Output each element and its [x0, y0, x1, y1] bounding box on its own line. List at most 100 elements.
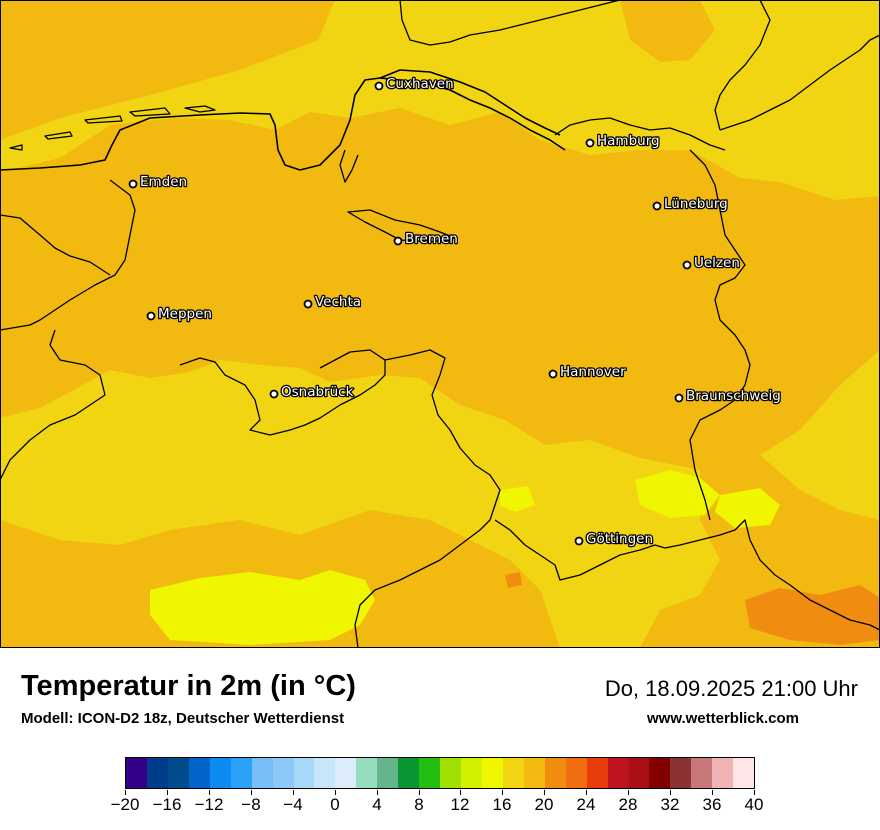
- island-wangerooge: [184, 105, 216, 113]
- colorbar-segment: [188, 758, 210, 788]
- colorbar-tick: [544, 790, 545, 795]
- border-mecklenburg: [719, 34, 880, 131]
- colorbar-tick-label: 8: [414, 795, 424, 814]
- city-lueneburg: Lüneburg: [652, 195, 729, 213]
- colorbar-tick-label: −8: [241, 795, 261, 814]
- field-zone-warm-northwest: [0, 0, 335, 140]
- border-netherlands: [0, 179, 136, 331]
- city-label: Hamburg: [597, 133, 660, 149]
- city-dot: [585, 138, 595, 148]
- city-label: Lüneburg: [664, 196, 728, 212]
- colorbar-segment: [649, 758, 671, 788]
- border-bremen-exclave: [347, 209, 456, 243]
- valid-time: Do, 18.09.2025 21:00 Uhr: [604, 676, 858, 701]
- city-dot: [548, 369, 558, 379]
- city-hamburg: Hamburg: [585, 132, 661, 150]
- city-cuxhaven: Cuxhaven: [374, 75, 455, 93]
- city-dot: [393, 236, 403, 246]
- colorbar-segment: [502, 758, 524, 788]
- field-zone-cool-south: [150, 570, 375, 645]
- city-dot: [374, 81, 384, 91]
- colorbar-segment: [398, 758, 420, 788]
- colorbar-segment: [377, 758, 399, 788]
- colorbar-tick: [251, 790, 252, 795]
- colorbar-segment: [251, 758, 273, 788]
- border-west-south: [0, 329, 106, 481]
- colorbar-tick-label: 24: [576, 795, 596, 814]
- colorbar-tick: [167, 790, 168, 795]
- colorbar-segment: [544, 758, 566, 788]
- website-link[interactable]: www.wetterblick.com: [647, 710, 799, 727]
- colorbar-segment: [230, 758, 252, 788]
- colorbar-tick-label: −4: [283, 795, 303, 814]
- colorbar-segment: [209, 758, 231, 788]
- field-zone-hot-southeast: [745, 585, 880, 645]
- city-emden: Emden: [128, 173, 188, 191]
- colorbar-segment: [146, 758, 168, 788]
- city-label: Hannover: [560, 364, 626, 380]
- temperature-field: [0, 0, 880, 648]
- colorbar-segment: [628, 758, 650, 788]
- city-dot: [269, 389, 279, 399]
- boundaries: [0, 0, 880, 648]
- map-title: Temperatur in 2m (in °C): [21, 670, 356, 702]
- map-panel: Cuxhaven Hamburg Emden Lüneburg Bremen U…: [0, 0, 880, 648]
- colorbar-segment: [607, 758, 629, 788]
- colorbar-tick-label: 40: [744, 795, 764, 814]
- island-borkum: [9, 144, 23, 151]
- model-info: Modell: ICON-D2 18z, Deutscher Wetterdie…: [21, 710, 345, 727]
- field-zone-cool-spot-3: [500, 486, 535, 512]
- field-zone-warm-northeast: [620, 0, 715, 62]
- border-western-inner: [0, 214, 111, 276]
- temperature-colorbar: [125, 757, 755, 789]
- city-dot: [674, 393, 684, 403]
- city-hannover: Hannover: [548, 363, 627, 381]
- colorbar-tick-label: 16: [492, 795, 512, 814]
- city-braunschweig: Braunschweig: [674, 387, 782, 405]
- colorbar-tick-label: 4: [372, 795, 382, 814]
- temperature-map: Cuxhaven Hamburg Emden Lüneburg Bremen U…: [0, 0, 880, 648]
- colorbar-tick-label: 12: [450, 795, 470, 814]
- island-norderney: [84, 115, 123, 124]
- border-hesse-thuringia: [494, 519, 880, 631]
- jadebusen-inlet: [339, 149, 359, 183]
- colorbar-segment: [293, 758, 315, 788]
- colorbar-tick: [460, 790, 461, 795]
- colorbar-tick-label: 36: [702, 795, 722, 814]
- colorbar-tick-label: 28: [618, 795, 638, 814]
- city-meppen: Meppen: [146, 305, 213, 323]
- city-label: Osnabrück: [281, 384, 354, 400]
- colorbar-tick: [670, 790, 671, 795]
- city-osnabrueck: Osnabrück: [269, 383, 355, 401]
- colorbar-segment: [419, 758, 441, 788]
- colorbar-tick: [712, 790, 713, 795]
- coastline-north-sea: [0, 77, 566, 171]
- colorbar-ticks: −20 −16 −12 −8 −4 0 4 8 12 16 20 24 28 32 36 40: [111, 790, 763, 830]
- colorbar-tick-label: 0: [330, 795, 340, 814]
- coastline-elbe-north: [379, 69, 561, 136]
- colorbar-tick: [335, 790, 336, 795]
- colorbar-segment: [126, 758, 147, 788]
- city-dot: [574, 536, 584, 546]
- colorbar-tick-label: 32: [660, 795, 680, 814]
- colorbar-tick: [377, 790, 378, 795]
- colorbar-segment: [565, 758, 587, 788]
- field-zone-cool-spot-2: [715, 488, 780, 528]
- colorbar-tick-label: −12: [194, 795, 224, 814]
- colorbar-tick: [628, 790, 629, 795]
- colorbar-segment: [356, 758, 378, 788]
- city-label: Meppen: [158, 306, 212, 322]
- colorbar-segment: [335, 758, 357, 788]
- colorbar-segment: [691, 758, 713, 788]
- city-dot: [146, 311, 156, 321]
- city-label: Emden: [140, 174, 187, 190]
- colorbar-segment: [167, 758, 189, 788]
- colorbar-segment: [314, 758, 336, 788]
- city-goettingen: Göttingen: [574, 530, 654, 548]
- colorbar-segment: [712, 758, 734, 788]
- colorbar-tick-label: 20: [534, 795, 554, 814]
- field-zone-warm-central: [0, 108, 880, 470]
- city-dot: [128, 179, 138, 189]
- city-dot: [652, 201, 662, 211]
- city-bremen: Bremen: [393, 230, 459, 248]
